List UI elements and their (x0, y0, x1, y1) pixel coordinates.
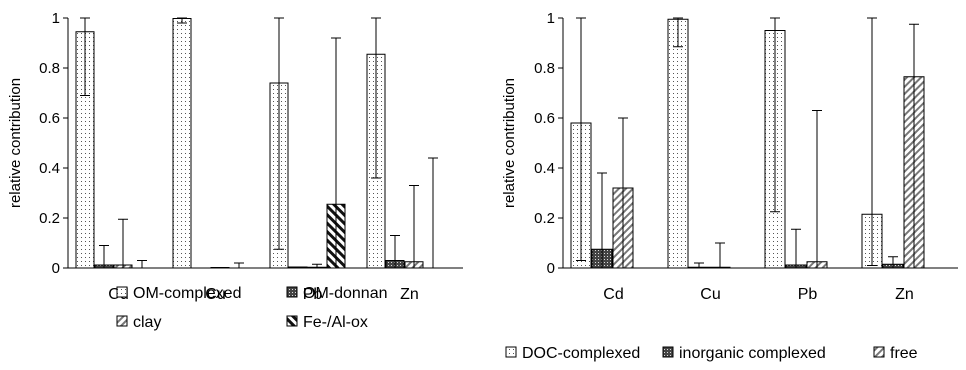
x-tick-label: Pb (798, 286, 818, 303)
y-tick-label: 0.4 (534, 160, 555, 177)
bar (172, 18, 192, 269)
x-tick-label: Pb (303, 286, 323, 303)
legend-label: free (890, 345, 918, 362)
legend-swatch (662, 346, 674, 358)
y-tick-label: 0.6 (39, 110, 60, 127)
legend-swatch (286, 315, 298, 327)
y-axis-title: relative contribution (7, 78, 24, 208)
legend-swatch (873, 346, 885, 358)
bar (667, 18, 689, 269)
x-tick-label: Cu (205, 286, 225, 303)
legend-label: OM-donnan (303, 285, 388, 302)
y-tick-label: 0.8 (534, 60, 555, 77)
y-tick-label: 0.2 (39, 210, 60, 227)
y-tick-label: 0.6 (534, 110, 555, 127)
y-tick-label: 1 (52, 10, 60, 27)
x-tick-label: Zn (895, 286, 914, 303)
y-axis-title: relative contribution (501, 78, 518, 208)
x-tick-label: Zn (400, 286, 419, 303)
bar (210, 267, 230, 269)
bar (288, 266, 308, 269)
legend-label: OM-complexed (133, 285, 241, 302)
y-tick-label: 0.2 (534, 210, 555, 227)
legend-label: DOC-complexed (522, 345, 640, 362)
legend-swatch (116, 286, 128, 298)
y-tick-label: 0.4 (39, 160, 60, 177)
legend-label: Fe-/Al-ox (303, 314, 368, 331)
legend-swatch (505, 346, 517, 358)
legend-label: clay (133, 314, 161, 331)
legend-label: inorganic complexed (679, 345, 826, 362)
x-tick-label: Cd (603, 286, 623, 303)
y-tick-label: 1 (547, 10, 555, 27)
x-tick-label: Cu (700, 286, 720, 303)
legend-swatch (116, 315, 128, 327)
legend-swatch (286, 286, 298, 298)
y-tick-label: 0 (547, 260, 555, 277)
y-tick-label: 0 (52, 260, 60, 277)
y-tick-label: 0.8 (39, 60, 60, 77)
chart-right: 0 0.2 0.4 0.6 0.8 1 relative contribution Cd Cu P… (501, 10, 958, 362)
